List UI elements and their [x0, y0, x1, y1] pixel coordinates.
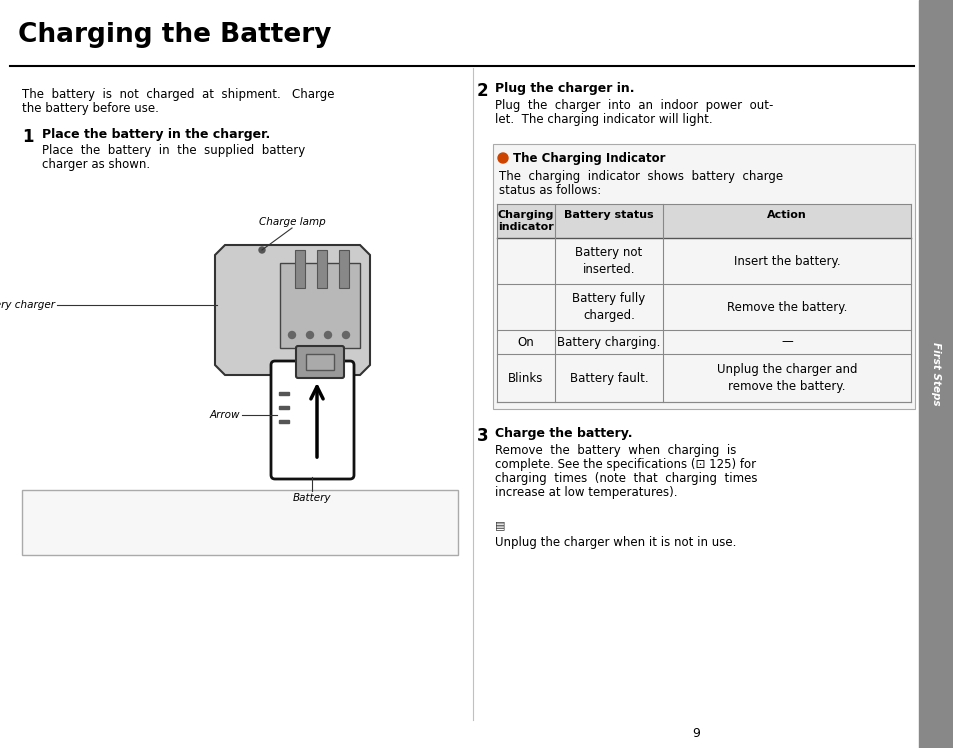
Text: Insert the battery.: Insert the battery.: [733, 254, 840, 268]
Text: Battery not
inserted.: Battery not inserted.: [575, 246, 642, 276]
Text: increase at low temperatures).: increase at low temperatures).: [495, 486, 677, 499]
Text: Battery charging.: Battery charging.: [557, 336, 660, 349]
Text: Charging
indicator: Charging indicator: [497, 210, 554, 233]
Text: Battery: Battery: [293, 493, 331, 503]
Text: 9: 9: [691, 727, 700, 740]
Text: Place  the  battery  in  the  supplied  battery: Place the battery in the supplied batter…: [42, 144, 305, 157]
Polygon shape: [214, 245, 370, 375]
Text: The  charging  indicator  shows  battery  charge: The charging indicator shows battery cha…: [498, 170, 782, 183]
Circle shape: [324, 331, 331, 339]
Text: status as follows:: status as follows:: [498, 184, 600, 197]
Text: charger as shown.: charger as shown.: [42, 158, 150, 171]
Circle shape: [258, 247, 265, 253]
Text: Battery fully
charged.: Battery fully charged.: [572, 292, 645, 322]
Text: 2: 2: [476, 82, 488, 100]
Bar: [280, 263, 359, 348]
Text: 1: 1: [22, 128, 33, 146]
Text: Battery charger: Battery charger: [0, 300, 55, 310]
Text: Arrow: Arrow: [210, 410, 240, 420]
Bar: [316, 250, 327, 288]
Text: Unplug the charger when it is not in use.: Unplug the charger when it is not in use…: [495, 536, 736, 549]
Text: let.  The charging indicator will light.: let. The charging indicator will light.: [495, 113, 712, 126]
Text: The camera uses an NP-W126 rechargeable bat-: The camera uses an NP-W126 rechargeable …: [30, 498, 315, 511]
Text: tery.: tery.: [30, 512, 56, 525]
Text: Charge lamp: Charge lamp: [258, 217, 325, 227]
Bar: [918, 0, 953, 748]
Bar: [278, 420, 289, 423]
Text: First Steps: First Steps: [930, 343, 941, 405]
Text: Place the battery in the charger.: Place the battery in the charger.: [42, 128, 270, 141]
Text: 3: 3: [476, 427, 488, 445]
Text: ▤: ▤: [495, 520, 505, 530]
Text: the battery before use.: the battery before use.: [22, 102, 159, 115]
Text: Remove  the  battery  when  charging  is: Remove the battery when charging is: [495, 444, 736, 457]
Text: Battery status: Battery status: [563, 210, 653, 220]
Text: Charge the battery.: Charge the battery.: [495, 427, 632, 440]
Text: Plug  the  charger  into  an  indoor  power  out-: Plug the charger into an indoor power ou…: [495, 99, 773, 112]
Text: The  battery  is  not  charged  at  shipment.   Charge: The battery is not charged at shipment. …: [22, 88, 335, 101]
Bar: [278, 406, 289, 409]
Bar: [294, 250, 305, 288]
Text: Blinks: Blinks: [508, 372, 543, 384]
Bar: [497, 204, 910, 238]
Text: —: —: [781, 336, 792, 349]
Bar: [493, 144, 914, 409]
Text: On: On: [517, 336, 534, 349]
Text: Unplug the charger and
remove the battery.: Unplug the charger and remove the batter…: [716, 364, 857, 393]
Circle shape: [288, 331, 295, 339]
FancyBboxPatch shape: [271, 361, 354, 479]
Bar: [338, 250, 349, 288]
Text: The Charging Indicator: The Charging Indicator: [513, 152, 665, 165]
Bar: [278, 392, 289, 395]
Circle shape: [306, 331, 314, 339]
Bar: [0, 0, 918, 65]
Text: Remove the battery.: Remove the battery.: [726, 301, 846, 313]
Text: Battery fault.: Battery fault.: [569, 372, 648, 384]
Bar: [22, 490, 457, 555]
Bar: [306, 354, 334, 370]
Circle shape: [342, 331, 349, 339]
Text: complete. See the specifications (⊡ 125) for: complete. See the specifications (⊡ 125)…: [495, 458, 756, 471]
FancyBboxPatch shape: [295, 346, 344, 378]
Circle shape: [497, 153, 507, 163]
Text: Action: Action: [766, 210, 806, 220]
Text: Charging the Battery: Charging the Battery: [18, 22, 331, 48]
Text: Plug the charger in.: Plug the charger in.: [495, 82, 634, 95]
Text: charging  times  (note  that  charging  times: charging times (note that charging times: [495, 472, 757, 485]
